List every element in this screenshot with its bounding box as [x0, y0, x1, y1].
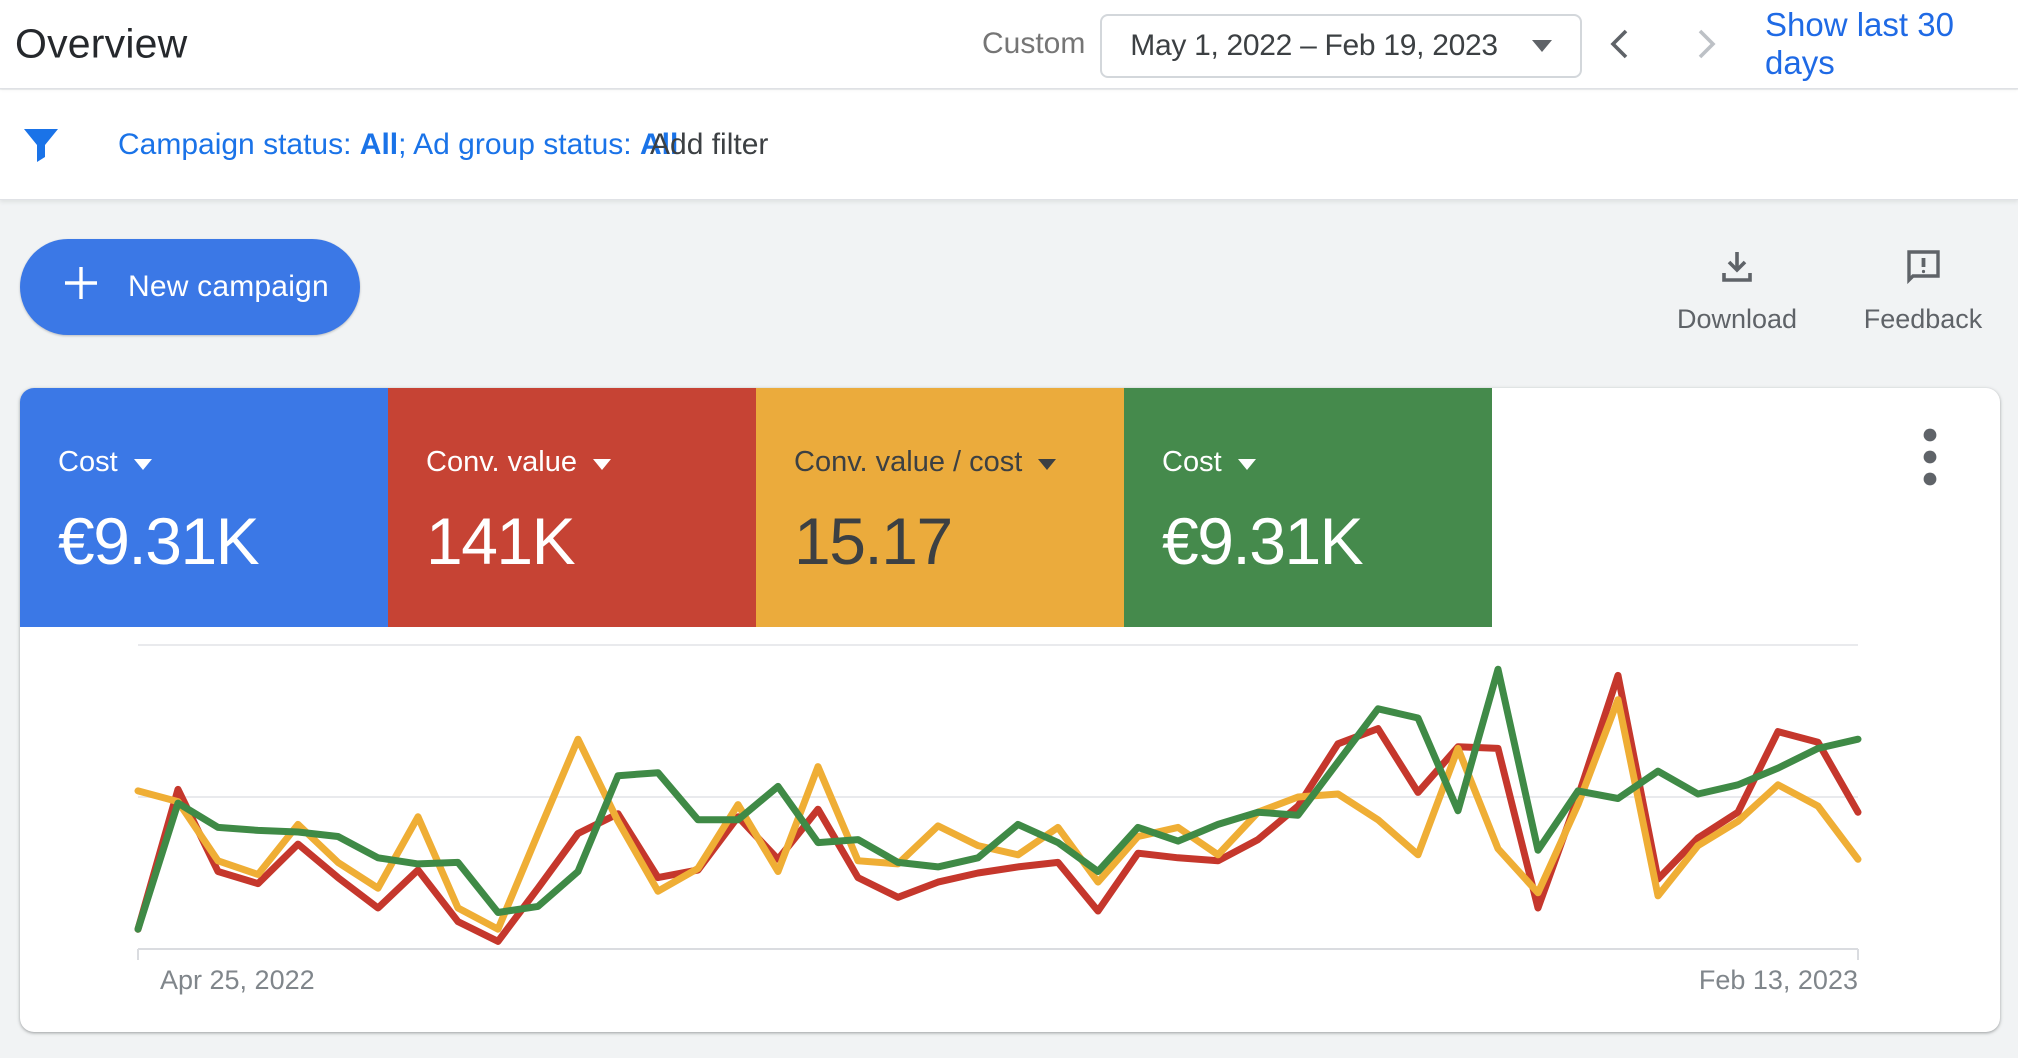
- kebab-menu-icon: [1922, 427, 1938, 494]
- feedback-label: Feedback: [1863, 304, 1983, 334]
- header-bar: Overview Custom May 1, 2022 – Feb 19, 20…: [0, 0, 2018, 89]
- scorecard-label: Cost: [1162, 446, 1222, 478]
- add-filter-button[interactable]: Add filter: [650, 127, 769, 161]
- scorecard-value: €9.31K: [1162, 504, 1364, 578]
- next-period-button[interactable]: [1682, 22, 1728, 68]
- feedback-button[interactable]: Feedback: [1848, 247, 1998, 335]
- new-campaign-button[interactable]: New campaign: [20, 239, 360, 335]
- previous-period-button[interactable]: [1598, 22, 1644, 68]
- scorecard-cost-2[interactable]: Cost €9.31K: [1124, 388, 1492, 627]
- ad-group-status-label: Ad group status:: [413, 127, 640, 161]
- chevron-down-icon[interactable]: [133, 459, 152, 470]
- download-label: Download: [1676, 304, 1798, 334]
- campaign-status-value: All: [359, 127, 399, 161]
- series-line-conv-value-cost: [134, 696, 1862, 933]
- filter-bar: Campaign status: All; Ad group status: A…: [0, 90, 2018, 200]
- chevron-down-icon[interactable]: [1237, 459, 1256, 470]
- new-campaign-label: New campaign: [128, 270, 329, 303]
- date-mode-label: Custom: [982, 27, 1086, 60]
- scorecard-label: Cost: [58, 446, 118, 478]
- scorecard-conv-value[interactable]: Conv. value 141K: [388, 388, 756, 627]
- chevron-down-icon[interactable]: [1038, 459, 1057, 470]
- chevron-left-icon: [1602, 25, 1640, 66]
- scorecard-value: 141K: [426, 504, 576, 578]
- feedback-icon: [1903, 247, 1943, 292]
- scorecard-row: Cost €9.31K Conv. value 141K Conv. value…: [20, 388, 1492, 627]
- show-last-30-days-link[interactable]: Show last 30 days: [1765, 6, 1954, 81]
- card-options-button[interactable]: [1910, 424, 1950, 496]
- filter-separator: ;: [398, 127, 414, 161]
- x-axis-start-label: Apr 25, 2022: [160, 965, 315, 995]
- x-axis-end-label: Feb 13, 2023: [1698, 965, 1858, 995]
- applied-filters[interactable]: Campaign status: All; Ad group status: A…: [118, 128, 678, 162]
- chevron-down-icon: [1531, 40, 1552, 52]
- download-icon: [1717, 247, 1757, 292]
- scorecard-cost-1[interactable]: Cost €9.31K: [20, 388, 388, 627]
- overview-chart[interactable]: [20, 627, 2000, 1032]
- ad-group-status-value: All: [639, 127, 679, 161]
- overview-card: Cost €9.31K Conv. value 141K Conv. value…: [20, 388, 2000, 1032]
- page-title: Overview: [15, 20, 188, 67]
- campaign-status-label: Campaign status:: [118, 127, 360, 161]
- download-button[interactable]: Download: [1662, 247, 1812, 335]
- scorecard-conv-value-per-cost[interactable]: Conv. value / cost 15.17: [756, 388, 1124, 627]
- chevron-right-icon: [1686, 25, 1724, 66]
- scorecard-value: €9.31K: [58, 504, 260, 578]
- performance-chart-area: Apr 25, 2022 Feb 13, 2023: [20, 627, 2000, 1032]
- date-range-value: May 1, 2022 – Feb 19, 2023: [1130, 29, 1498, 62]
- scorecard-label: Conv. value / cost: [794, 446, 1023, 478]
- scorecard-value: 15.17: [794, 504, 953, 578]
- date-range-picker[interactable]: May 1, 2022 – Feb 19, 2023: [1100, 14, 1582, 78]
- series-line-conv-value: [134, 671, 1862, 945]
- plus-icon: [60, 262, 102, 312]
- series-line-cost: [134, 665, 1862, 933]
- scorecard-label: Conv. value: [426, 446, 577, 478]
- filter-funnel-icon: [20, 124, 62, 171]
- chevron-down-icon[interactable]: [593, 459, 611, 470]
